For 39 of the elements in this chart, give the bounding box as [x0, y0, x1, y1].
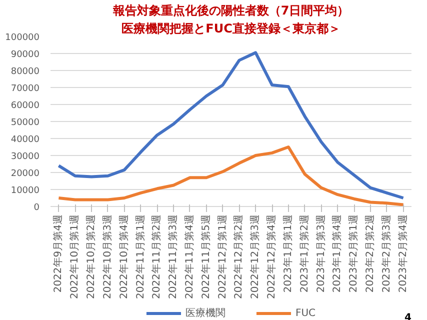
chart-subtitle: 医療機関把握とFUC直接登録＜東京都＞ [122, 22, 340, 36]
x-tick-label: 2022年12月第4週 [266, 214, 278, 300]
y-tick-label: 70000 [10, 84, 40, 94]
legend-label: FUC [295, 308, 316, 318]
y-tick-label: 90000 [10, 50, 40, 60]
x-tick-label: 2022年11月第4週 [183, 214, 196, 300]
x-tick-label: 2023年1月第2週 [298, 214, 310, 293]
x-tick-label: 2023年2月第2週 [364, 214, 376, 293]
x-tick-label: 2022年10月第2週 [85, 214, 98, 300]
y-tick-label: 20000 [10, 169, 40, 179]
x-tick-label: 2022年12月第3週 [249, 214, 262, 300]
line-series [57, 51, 405, 200]
x-tick-label: 2023年1月第3週 [314, 214, 327, 293]
x-tick-label: 2022年11月第3週 [167, 214, 180, 300]
x-tick-label: 2022年12月第1週 [216, 214, 228, 300]
x-tick-label: 2023年2月第3週 [380, 214, 392, 293]
x-tick-label: 2022年11月第2週 [150, 214, 163, 300]
x-tick-label: 2022年11月第5週 [200, 214, 212, 300]
x-tick-label: 2022年11月第1週 [134, 214, 146, 300]
y-tick-label: 60000 [10, 101, 40, 111]
x-tick-label: 2022年10月第1週 [68, 214, 81, 300]
y-tick-label: 80000 [10, 67, 40, 77]
x-tick-label: 2023年2月第4週 [396, 214, 409, 293]
x-tick-label: 2023年1月第4週 [331, 214, 344, 293]
chart-title: 報告対象重点化後の陽性者数（7日間平均） [112, 4, 350, 18]
x-tick-label: 2022年10月第4週 [118, 214, 130, 300]
y-tick-label: 10000 [10, 186, 40, 196]
y-tick-label: 50000 [10, 118, 40, 128]
y-tick-label: 30000 [10, 152, 40, 162]
y-tick-label: 100000 [5, 33, 40, 43]
y-tick-label: 40000 [10, 135, 40, 145]
x-tick-label: 2022年9月第4週 [52, 214, 64, 293]
legend-label: 医療機関 [185, 306, 226, 320]
y-tick-label: 0 [34, 203, 40, 213]
x-tick-label: 2022年12月第2週 [232, 214, 245, 300]
x-tick-label: 2022年10月第3週 [101, 214, 114, 300]
x-tick-label: 2023年2月第1週 [348, 214, 360, 293]
x-tick-label: 2023年1月第1週 [282, 214, 294, 293]
line-series [57, 146, 405, 206]
